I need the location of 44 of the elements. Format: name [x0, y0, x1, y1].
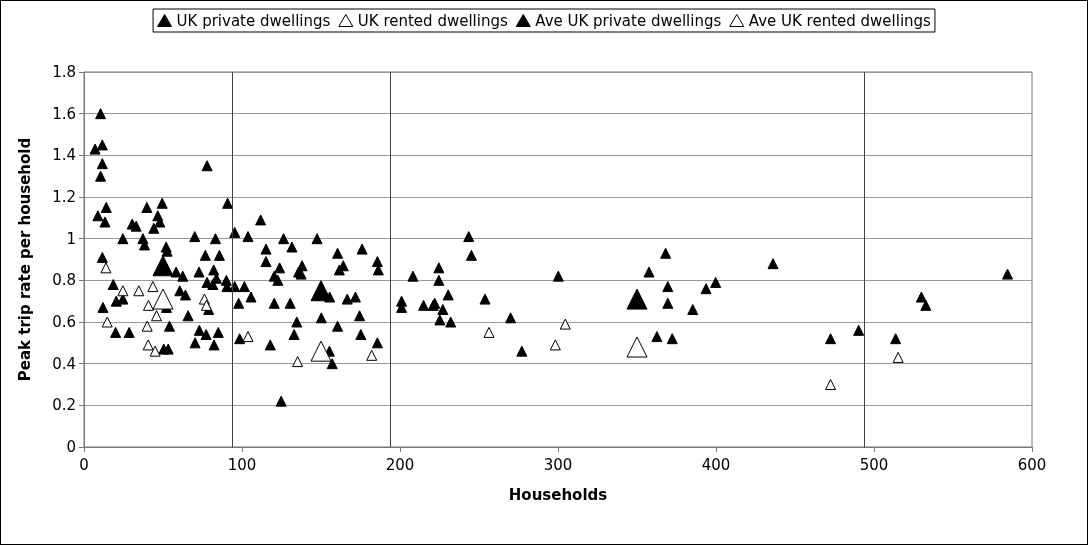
point: [483, 326, 495, 338]
point: [149, 345, 161, 357]
x-tick-label: 200: [385, 455, 415, 474]
point: [559, 318, 571, 330]
point: [133, 285, 145, 297]
legend-label: Ave UK private dwellings: [535, 11, 722, 30]
y-tick-label: 1.8: [52, 63, 76, 81]
point: [626, 288, 648, 310]
x-axis-title: Households: [508, 485, 608, 504]
point: [142, 299, 154, 311]
legend-label: UK private dwellings: [176, 11, 331, 30]
y-tick-label: 1.2: [52, 188, 76, 206]
legend-label: UK rented dwellings: [357, 11, 508, 30]
point: [100, 262, 112, 274]
point: [892, 351, 904, 363]
point: [151, 310, 163, 322]
y-tick-label: 0.2: [52, 396, 76, 415]
point: [142, 339, 154, 351]
y-tick-label: 1.4: [52, 146, 76, 165]
point: [152, 255, 174, 277]
point: [242, 331, 254, 343]
point: [366, 349, 378, 361]
point: [292, 356, 304, 368]
y-tick-label: 0.6: [52, 313, 76, 331]
x-tick-label: 400: [701, 455, 731, 474]
y-tick-label: 0: [66, 438, 76, 456]
x-tick-label: 300: [543, 455, 573, 474]
x-tick-label: 600: [1017, 455, 1047, 474]
point: [825, 379, 837, 390]
point: [101, 316, 113, 328]
y-tick-label: 0.4: [52, 354, 76, 373]
y-tick-label: 1.6: [52, 104, 76, 123]
y-axis-title: Peak trip rate per household: [15, 137, 34, 382]
x-tick-label: 100: [227, 455, 257, 474]
point: [626, 336, 648, 358]
y-tick-label: 0.8: [52, 271, 76, 290]
y-tick-label: 1: [66, 229, 76, 248]
point: [141, 320, 153, 332]
legend-label: Ave UK rented dwellings: [748, 11, 932, 30]
point: [549, 339, 561, 351]
point: [147, 281, 159, 293]
x-tick-label: 0: [79, 455, 89, 474]
x-tick-label: 500: [859, 455, 889, 474]
point: [152, 288, 174, 310]
